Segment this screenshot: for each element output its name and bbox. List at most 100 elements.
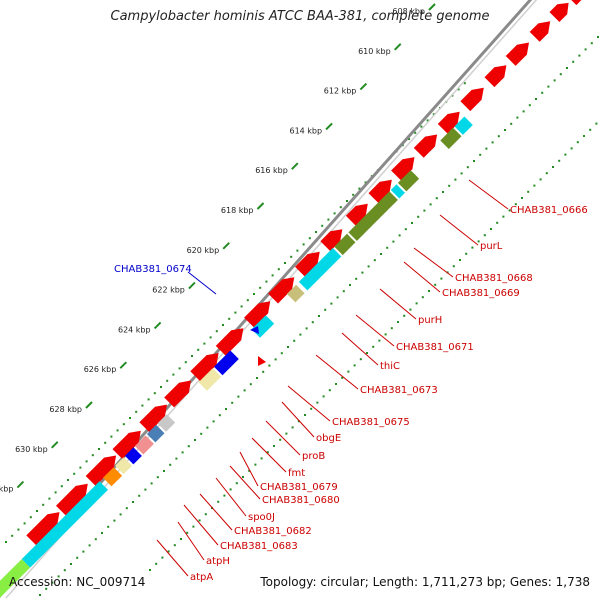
scale-dot — [349, 284, 351, 286]
scale-dot — [496, 221, 499, 224]
label-leader — [215, 477, 247, 517]
scale-dot — [291, 426, 294, 429]
label-leader — [183, 504, 219, 546]
scale-dot — [327, 218, 330, 221]
scale-dot — [465, 252, 468, 255]
scale-dot — [316, 401, 319, 404]
scale-dot — [333, 212, 336, 215]
kbp-tick — [359, 82, 368, 91]
scale-dot — [191, 355, 193, 357]
scale-dot — [355, 277, 358, 280]
scale-dot — [497, 135, 500, 138]
scale-dot — [578, 54, 581, 57]
scale-dot — [156, 476, 159, 479]
scale-dot — [361, 271, 364, 274]
gene-arrow-forward — [505, 42, 529, 66]
gene-arrow-forward — [56, 483, 88, 516]
scale-dot — [135, 410, 138, 413]
scale-dot — [504, 129, 506, 131]
scale-dot — [457, 88, 460, 91]
scale-dot — [521, 197, 523, 199]
gene-arrow-forward — [295, 251, 320, 277]
scale-dot — [576, 141, 579, 144]
scale-dot — [460, 172, 463, 175]
scale-dot — [434, 283, 437, 286]
kbp-label: 614 kbp — [289, 126, 322, 135]
scale-dot — [552, 166, 554, 168]
scale-dot — [426, 119, 429, 122]
kbp-label: 626 kbp — [84, 365, 117, 374]
scale-dot — [403, 314, 406, 317]
gene-arrow-forward — [164, 380, 191, 408]
gene-arrow-forward — [368, 179, 392, 203]
gene-arrow-reverse — [250, 326, 259, 334]
scale-dot — [514, 203, 517, 206]
scale-dot — [477, 240, 480, 243]
kbp-tick — [325, 122, 333, 131]
scale-dot — [390, 327, 393, 330]
scale-dot — [67, 479, 69, 481]
gene-label: CHAB381_0666 — [510, 205, 588, 216]
scale-dot — [150, 482, 153, 485]
scale-dot — [54, 491, 57, 494]
scale-dot — [155, 562, 158, 565]
scale-dot — [311, 321, 314, 324]
scale-dot — [242, 476, 244, 478]
gene-block — [146, 424, 165, 443]
gene-label: CHAB381_0682 — [234, 526, 312, 537]
scale-dot — [335, 383, 337, 385]
kbp-tick — [393, 43, 402, 51]
scale-dot — [533, 184, 536, 187]
scale-dot — [502, 215, 505, 218]
scale-dot — [17, 528, 20, 531]
kbp-label: 620 kbp — [187, 246, 220, 255]
gene-label: spo0J — [248, 512, 275, 523]
scale-dot — [473, 160, 475, 162]
scale-dot — [414, 131, 417, 134]
label-leader — [403, 261, 441, 293]
scale-dot — [528, 104, 531, 107]
scale-dot — [510, 122, 513, 125]
scale-dot — [166, 379, 169, 382]
scale-dot — [417, 215, 420, 218]
scale-dot — [318, 315, 320, 317]
gene-arrow-forward — [244, 301, 271, 328]
gene-label: atpA — [190, 572, 213, 583]
scale-dot — [346, 200, 348, 202]
scale-dot — [341, 376, 344, 379]
scale-dot — [254, 463, 257, 466]
scale-dot — [175, 457, 178, 460]
scale-dot — [256, 377, 258, 379]
gene-block — [214, 350, 239, 376]
scale-dot — [305, 327, 308, 330]
scale-dot — [119, 513, 122, 516]
scale-dot — [222, 324, 224, 326]
scale-dot — [122, 423, 125, 426]
scale-dot — [392, 240, 395, 243]
label-leader — [355, 314, 395, 347]
gene-label: CHAB381_0673 — [360, 385, 438, 396]
scale-dot — [198, 519, 201, 522]
scale-dot — [411, 222, 413, 224]
gene-label: fmt — [288, 468, 305, 479]
gene-label: CHAB381_0668 — [455, 273, 533, 284]
scale-dot — [409, 308, 412, 311]
scale-dot — [352, 193, 355, 196]
scale-dot — [384, 333, 387, 336]
scale-dot — [243, 389, 246, 392]
kbp-label: 616 kbp — [255, 166, 288, 175]
scale-dot — [479, 153, 482, 156]
scale-dot — [280, 352, 283, 355]
scale-dot — [284, 262, 286, 264]
gene-label: purL — [480, 241, 503, 252]
scale-dot — [304, 414, 306, 416]
scale-dot — [372, 345, 375, 348]
scale-dot — [173, 544, 176, 547]
scale-dot — [432, 113, 435, 116]
scale-dot — [240, 305, 243, 308]
scale-dot — [584, 48, 587, 51]
scale-dot — [279, 438, 282, 441]
scale-dot — [324, 308, 327, 311]
scale-dot — [440, 277, 443, 280]
